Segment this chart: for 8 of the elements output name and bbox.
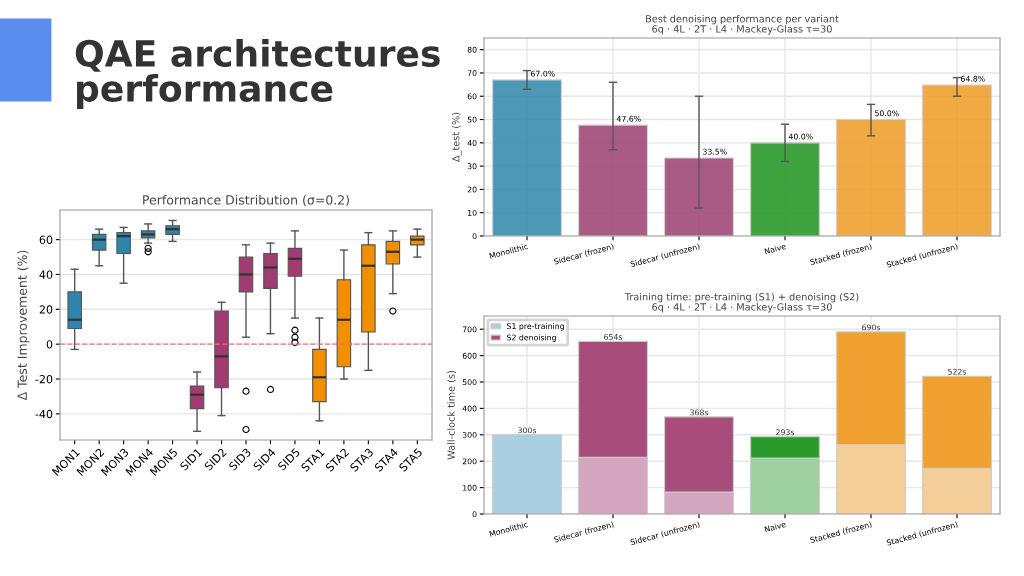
text: QAE architectures performance bbox=[75, 39, 440, 109]
bar bbox=[750, 142, 820, 236]
bar bbox=[664, 157, 734, 236]
bar bbox=[836, 118, 906, 236]
bar bbox=[492, 434, 562, 514]
bar bbox=[922, 84, 992, 236]
bar bbox=[492, 79, 562, 236]
bar bbox=[578, 124, 648, 236]
